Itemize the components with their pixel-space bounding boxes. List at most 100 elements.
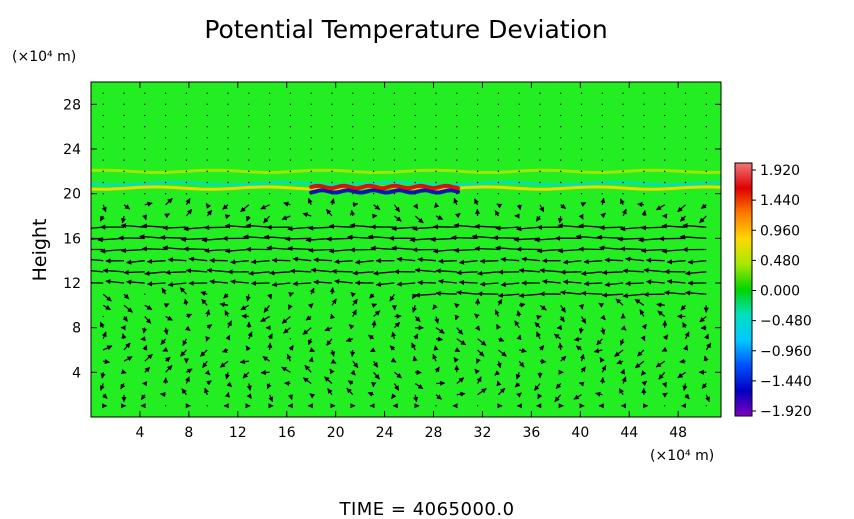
wind-vector [414,170,416,172]
wind-vector [245,223,270,229]
wind-vector [699,215,707,224]
wind-vector [308,247,333,253]
wind-vector [393,126,396,128]
wind-vector [223,293,229,299]
wind-vector [477,291,499,297]
wind-vector [573,394,582,400]
wind-vector [165,315,173,321]
wind-vector [289,338,292,340]
wind-vector [683,344,689,351]
wind-vector [662,392,668,398]
wind-vector [347,380,354,386]
wind-vector [456,137,458,139]
wind-vector [120,369,127,375]
wind-vector [289,126,292,128]
wind-vector [165,364,173,373]
wind-vector [684,181,687,184]
wind-vector [309,347,315,352]
wind-vector [684,92,687,94]
wind-vector [310,267,333,273]
wind-vector [164,193,167,195]
x-tick-label: 4 [135,425,144,441]
wind-vector [331,298,337,306]
wind-vector [288,292,294,298]
wind-vector [497,170,500,172]
wind-vector [518,114,520,117]
wind-vector [227,137,229,139]
wind-vector [281,316,291,324]
wind-vector [600,314,606,321]
wind-vector [554,394,562,403]
wind-vector [372,126,375,128]
wind-vector [435,380,446,386]
wind-vector [268,114,271,117]
wind-vector [625,280,644,287]
wind-vector [310,159,312,161]
wind-vector [557,223,582,229]
wind-vector [245,345,251,352]
wind-vector [655,360,666,368]
wind-vector [352,126,354,128]
wind-vector [435,126,437,128]
wind-vector [181,388,187,396]
wind-vector [331,159,333,161]
wind-vector [142,214,147,221]
wind-vector [146,281,166,287]
wind-vector [634,360,645,369]
wind-vector [454,347,461,353]
wind-vector [476,137,479,139]
wind-vector [684,331,690,340]
wind-vector [601,193,603,195]
wind-vector [247,331,253,340]
wind-vector [539,126,541,128]
wind-vector [289,170,292,172]
wind-vector [658,371,666,380]
wind-vector [456,338,467,346]
wind-vector [458,279,478,286]
wind-vector [393,159,396,161]
wind-vector [352,159,354,161]
anomaly-band [91,180,721,187]
wind-vector [371,320,377,328]
wind-vector [227,148,229,150]
y-tick-label: 12 [63,276,81,292]
wind-vector [123,293,130,300]
wind-vector [206,114,208,117]
wind-vector [414,193,416,195]
wind-vector [167,257,187,263]
wind-vector [393,371,403,379]
wind-vector [352,270,374,276]
wind-vector [625,256,644,262]
wind-vector [640,335,646,342]
wind-vector [661,248,686,254]
wind-vector [645,257,665,263]
wind-vector [622,181,624,184]
colorbar-ticks: 1.920 1.440 0.960 0.480 0.000 −0.480 −0.960 −1.… [752,163,812,420]
wind-vector [393,170,396,172]
wind-vector [560,159,562,161]
wind-vector [580,159,583,161]
y-axis: 4 8 12 16 20 24 28 [63,97,721,381]
wind-vector [560,148,562,150]
wind-vector [536,248,561,254]
wind-vector [367,334,374,340]
wind-vector [560,193,562,195]
wind-vector [496,361,502,369]
wind-vector [705,405,707,407]
wind-vector [204,248,229,254]
wind-vector [287,394,293,400]
wind-vector [324,326,333,332]
x-tick-label: 16 [278,425,296,441]
wind-vector [599,377,606,384]
wind-vector [144,114,146,117]
wind-vector [329,198,335,205]
wind-vector [144,148,146,150]
wind-vector [456,181,458,184]
wind-vector [289,193,292,195]
wind-vector [664,159,666,161]
wind-vector [246,215,251,222]
wind-vector [643,181,645,184]
y-tick-label: 4 [72,365,81,381]
wind-vector [539,137,541,139]
wind-vector [555,383,562,390]
